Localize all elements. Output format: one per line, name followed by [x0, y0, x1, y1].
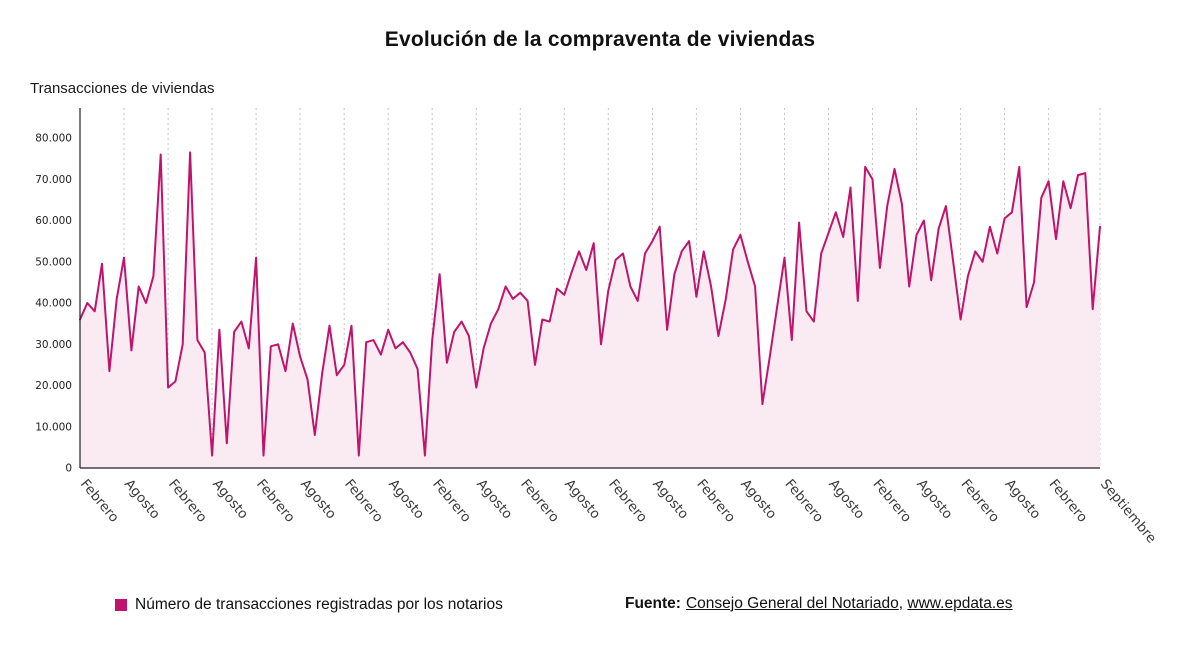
svg-text:Agosto: Agosto: [121, 476, 163, 522]
svg-text:Agosto: Agosto: [385, 476, 427, 522]
svg-text:Febrero: Febrero: [165, 476, 210, 525]
svg-text:Febrero: Febrero: [517, 476, 562, 525]
svg-text:50.000: 50.000: [35, 256, 72, 268]
svg-text:Agosto: Agosto: [297, 476, 339, 522]
svg-text:80.000: 80.000: [35, 133, 72, 145]
source-prefix: Fuente:: [625, 595, 681, 612]
svg-text:Febrero: Febrero: [429, 476, 474, 525]
line-chart-area: 0 10.000 20.000 30.000 40.000 50.000 60.000 70.…: [0, 96, 1200, 596]
svg-text:Septiembre: Septiembre: [1097, 476, 1159, 546]
svg-text:Agosto: Agosto: [1002, 476, 1044, 522]
svg-text:Agosto: Agosto: [913, 476, 955, 522]
svg-text:Febrero: Febrero: [781, 476, 826, 525]
svg-text:Febrero: Febrero: [341, 476, 386, 525]
chart-title: Evolución de la compraventa de viviendas: [384, 28, 816, 51]
svg-text:20.000: 20.000: [35, 380, 72, 392]
source-link-notariado[interactable]: Consejo General del Notariado: [685, 595, 899, 612]
svg-text:Febrero: Febrero: [77, 476, 122, 525]
svg-text:Agosto: Agosto: [209, 476, 251, 522]
svg-text:Agosto: Agosto: [561, 476, 603, 522]
source: Fuente: Consejo General del Notariado, ww…: [625, 595, 1013, 613]
svg-text:Febrero: Febrero: [693, 476, 738, 525]
svg-text:Agosto: Agosto: [649, 476, 691, 522]
y-axis-title: Transacciones de viviendas: [30, 80, 215, 97]
svg-text:Agosto: Agosto: [825, 476, 867, 522]
svg-text:Febrero: Febrero: [253, 476, 298, 525]
svg-text:30.000: 30.000: [35, 339, 72, 351]
svg-text:60.000: 60.000: [35, 215, 72, 227]
source-link-epdata[interactable]: www.epdata.es: [907, 595, 1013, 612]
legend-swatch: [115, 599, 127, 611]
svg-text:40.000: 40.000: [35, 298, 72, 310]
legend-label: Número de transacciones registradas por …: [135, 596, 503, 613]
svg-text:Febrero: Febrero: [958, 476, 1003, 525]
source-separator: ,: [898, 595, 908, 612]
svg-text:0: 0: [65, 463, 72, 475]
svg-text:70.000: 70.000: [35, 174, 72, 186]
svg-text:Agosto: Agosto: [737, 476, 779, 522]
svg-text:Febrero: Febrero: [1046, 476, 1091, 525]
chart-svg: 0 10.000 20.000 30.000 40.000 50.000 60.000 70.…: [35, 108, 1159, 546]
svg-text:10.000: 10.000: [35, 421, 72, 433]
svg-text:Febrero: Febrero: [605, 476, 650, 525]
legend: Número de transacciones registradas por …: [115, 596, 503, 614]
svg-text:Agosto: Agosto: [473, 476, 515, 522]
svg-text:Febrero: Febrero: [869, 476, 914, 525]
